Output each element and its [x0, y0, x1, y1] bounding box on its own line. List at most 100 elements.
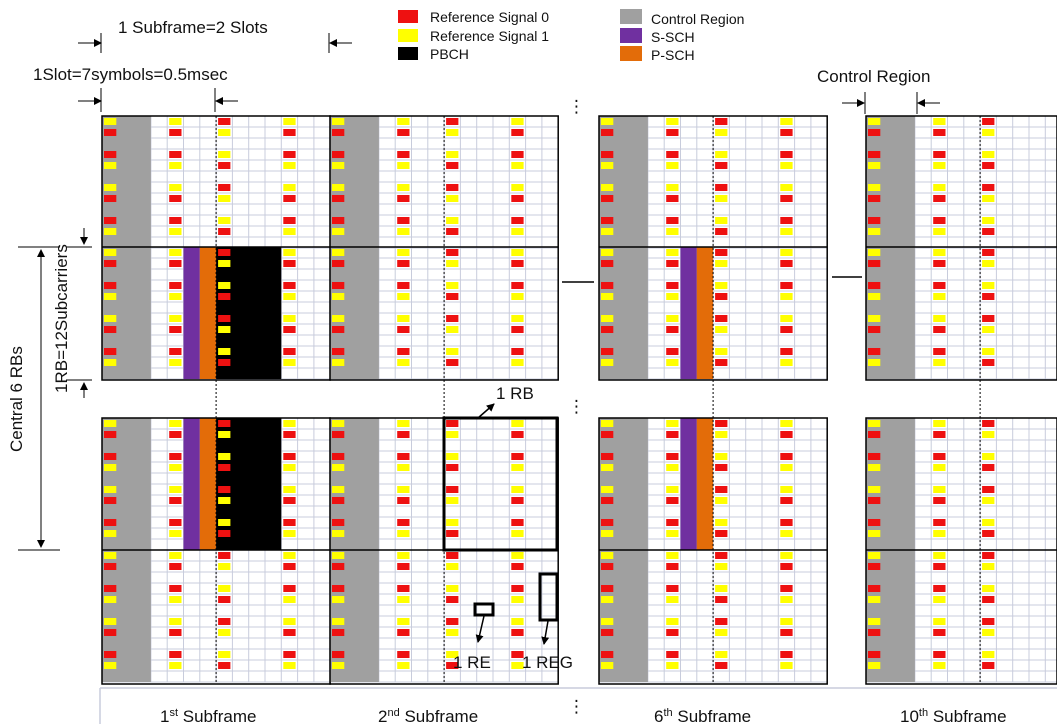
reference-signal-1-mark — [218, 453, 231, 460]
reference-signal-0-mark — [933, 129, 946, 136]
reference-signal-1-mark — [933, 228, 946, 235]
pbch-block — [216, 418, 282, 550]
reference-signal-0-mark — [511, 497, 524, 504]
control-region-block — [599, 418, 648, 550]
slot-span-label: 1Slot=7symbols=0.5msec — [33, 65, 228, 84]
reference-signal-1-mark — [715, 348, 728, 355]
reference-signal-0-mark — [601, 129, 614, 136]
reference-signal-0-mark — [283, 151, 296, 158]
legend: Reference Signal 0 Reference Signal 1 PB… — [398, 9, 744, 63]
reference-signal-0-mark — [446, 162, 459, 169]
reference-signal-1-mark — [868, 315, 881, 322]
reference-signal-0-mark — [397, 129, 410, 136]
reference-signal-1-mark — [666, 662, 679, 669]
reference-signal-0-mark — [218, 486, 231, 493]
control-region-annotation: Control Region — [817, 67, 940, 114]
resource-grid — [101, 115, 1057, 685]
reference-signal-0-mark — [715, 249, 728, 256]
reference-signal-0-mark — [511, 563, 524, 570]
reference-signal-0-mark — [218, 530, 231, 537]
reference-signal-1-mark — [218, 326, 231, 333]
reference-signal-1-mark — [104, 293, 117, 300]
reference-signal-0-mark — [933, 348, 946, 355]
reference-signal-0-mark — [397, 326, 410, 333]
reference-signal-1-mark — [666, 420, 679, 427]
reference-signal-1-mark — [104, 162, 117, 169]
reference-signal-0-mark — [511, 151, 524, 158]
reference-signal-1-mark — [868, 184, 881, 191]
reference-signal-0-mark — [397, 260, 410, 267]
p-sch-block — [696, 247, 714, 379]
control-region-block — [102, 116, 151, 248]
vertical-ellipsis: ⋮ — [568, 397, 585, 416]
reference-signal-1-mark — [511, 530, 524, 537]
reference-signal-1-mark — [104, 228, 117, 235]
reference-signal-1-mark — [601, 359, 614, 366]
reference-signal-0-mark — [218, 552, 231, 559]
reference-signal-0-mark — [332, 195, 345, 202]
s-sch-block — [183, 418, 200, 550]
reference-signal-0-mark — [511, 217, 524, 224]
reference-signal-1-mark — [169, 118, 182, 125]
reference-signal-0-mark — [332, 260, 345, 267]
control-region-block — [599, 116, 648, 248]
reference-signal-0-mark — [601, 151, 614, 158]
reference-signal-1-mark — [397, 228, 410, 235]
reference-signal-0-mark — [104, 497, 117, 504]
legend-item-reference-signal-1: Reference Signal 1 — [398, 28, 549, 44]
reference-signal-1-mark — [868, 228, 881, 235]
reference-signal-1-mark — [982, 497, 995, 504]
reference-signal-1-mark — [511, 359, 524, 366]
reference-signal-1-mark — [780, 359, 793, 366]
reference-signal-1-mark — [780, 118, 793, 125]
p-sch-block — [696, 418, 714, 550]
reference-signal-1-mark — [511, 596, 524, 603]
legend-item-control-region: Control Region — [620, 9, 744, 27]
pbch-block — [216, 247, 282, 379]
reference-signal-0-mark — [982, 359, 995, 366]
reference-signal-0-mark — [169, 497, 182, 504]
reference-signal-1-mark — [169, 530, 182, 537]
reference-signal-0-mark — [218, 315, 231, 322]
reference-signal-0-mark — [868, 453, 881, 460]
reference-signal-1-mark — [169, 596, 182, 603]
reference-signal-1-mark — [169, 249, 182, 256]
reference-signal-1-mark — [397, 596, 410, 603]
reference-signal-1-mark — [283, 315, 296, 322]
reference-signal-1-mark — [601, 420, 614, 427]
reference-signal-1-mark — [104, 184, 117, 191]
reference-signal-0-mark — [169, 563, 182, 570]
reference-signal-0-mark — [169, 151, 182, 158]
reference-signal-1-mark — [780, 552, 793, 559]
control-region-label: Control Region — [817, 67, 930, 86]
reference-signal-1-mark — [715, 629, 728, 636]
reference-signal-1-mark — [397, 249, 410, 256]
reference-signal-0-mark — [780, 129, 793, 136]
rb-size-label: 1RB=12Subcarriers — [52, 244, 71, 393]
reference-signal-1-mark — [283, 662, 296, 669]
reference-signal-0-mark — [104, 563, 117, 570]
reference-signal-0-mark — [868, 519, 881, 526]
reference-signal-1-mark — [104, 464, 117, 471]
reference-signal-0-mark — [780, 195, 793, 202]
reference-signal-1-mark — [283, 359, 296, 366]
reference-signal-1-mark — [397, 315, 410, 322]
reference-signal-0-mark — [666, 519, 679, 526]
reference-signal-1-mark — [169, 552, 182, 559]
reference-signal-1-mark — [218, 282, 231, 289]
reference-signal-1-mark — [446, 195, 459, 202]
reference-signal-1-mark — [868, 359, 881, 366]
reference-signal-0-mark — [868, 497, 881, 504]
subframe-label-2nd: 2nd Subframe — [378, 707, 478, 726]
reference-signal-1-mark — [982, 629, 995, 636]
reference-signal-1-mark — [446, 453, 459, 460]
reference-signal-0-mark — [982, 293, 995, 300]
reference-signal-0-mark — [715, 359, 728, 366]
one-re-label: 1 RE — [453, 653, 491, 672]
reference-signal-0-mark — [283, 629, 296, 636]
reference-signal-1-mark — [780, 293, 793, 300]
reference-signal-1-mark — [933, 118, 946, 125]
subframe-span-annotation: 1 Subframe=2 Slots — [78, 18, 352, 53]
reference-signal-1-mark — [715, 453, 728, 460]
legend-label-p-sch: P-SCH — [651, 47, 695, 63]
